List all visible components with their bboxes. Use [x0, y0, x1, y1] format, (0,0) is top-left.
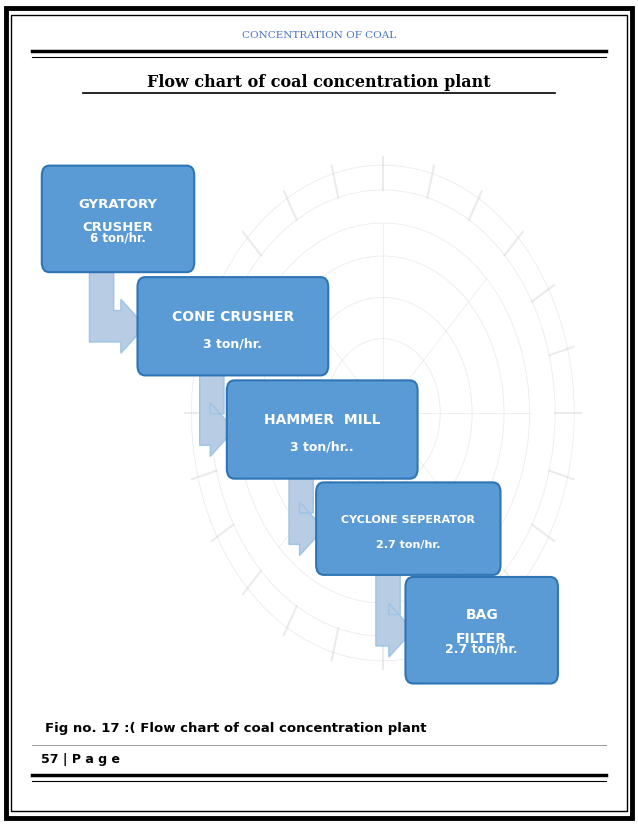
Text: CYCLONE SEPERATOR: CYCLONE SEPERATOR — [341, 515, 475, 525]
FancyBboxPatch shape — [316, 482, 501, 575]
Polygon shape — [89, 263, 145, 354]
Text: Fig no. 17 :( Flow chart of coal concentration plant: Fig no. 17 :( Flow chart of coal concent… — [45, 722, 426, 735]
Text: Flow chart of coal concentration plant: Flow chart of coal concentration plant — [147, 74, 491, 91]
Text: 2.7 ton/hr.: 2.7 ton/hr. — [445, 643, 518, 656]
Text: 3 ton/hr.: 3 ton/hr. — [204, 337, 262, 350]
Text: FILTER: FILTER — [456, 632, 507, 646]
Text: 57 | P a g e: 57 | P a g e — [41, 753, 121, 767]
Text: CONCENTRATION OF COAL: CONCENTRATION OF COAL — [242, 31, 396, 40]
Text: CRUSHER: CRUSHER — [83, 221, 153, 234]
Text: 2.7 ton/hr.: 2.7 ton/hr. — [376, 539, 441, 549]
Text: 3 ton/hr..: 3 ton/hr.. — [290, 440, 354, 453]
Polygon shape — [200, 365, 235, 456]
FancyBboxPatch shape — [42, 165, 194, 273]
Polygon shape — [376, 565, 413, 657]
Polygon shape — [289, 468, 324, 555]
Text: GYRATORY: GYRATORY — [78, 197, 158, 211]
FancyBboxPatch shape — [227, 380, 417, 479]
Text: CONE CRUSHER: CONE CRUSHER — [172, 310, 294, 324]
Text: BAG: BAG — [465, 609, 498, 623]
FancyBboxPatch shape — [406, 577, 558, 684]
Text: 6 ton/hr.: 6 ton/hr. — [90, 231, 146, 244]
Text: HAMMER  MILL: HAMMER MILL — [264, 413, 380, 427]
FancyBboxPatch shape — [137, 278, 328, 375]
